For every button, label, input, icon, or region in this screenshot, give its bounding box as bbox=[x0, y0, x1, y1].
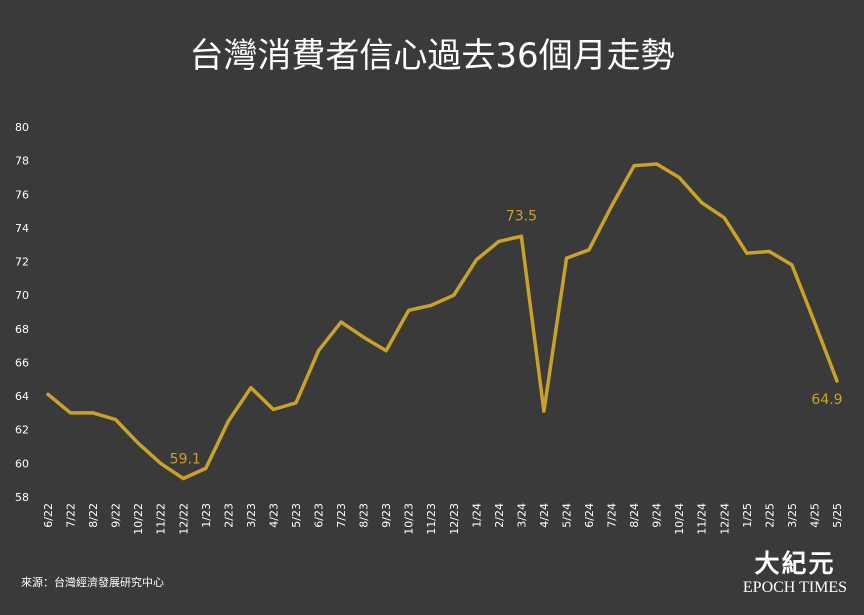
y-axis: 58 60 62 64 66 68 70 72 74 76 78 80 bbox=[15, 121, 29, 504]
x-tick-label: 2/23 bbox=[222, 503, 235, 528]
source-note: 來源：台灣經濟發展研究中心 bbox=[21, 576, 164, 589]
data-point bbox=[91, 411, 95, 415]
x-tick-label: 12/22 bbox=[177, 503, 190, 535]
data-point bbox=[429, 303, 433, 307]
x-tick-label: 3/24 bbox=[515, 503, 528, 528]
x-tick-label: 2/25 bbox=[763, 503, 776, 528]
data-point bbox=[632, 164, 636, 168]
x-tick-label: 11/24 bbox=[696, 503, 709, 535]
data-point bbox=[610, 204, 614, 208]
data-point bbox=[835, 379, 839, 383]
logo-english-text: EPOCH TIMES bbox=[742, 579, 848, 596]
data-point bbox=[677, 175, 681, 179]
data-point bbox=[114, 418, 118, 422]
y-tick-label: 70 bbox=[15, 289, 29, 302]
data-point bbox=[587, 248, 591, 252]
x-tick-label: 10/22 bbox=[132, 503, 145, 535]
data-label: 64.9 bbox=[811, 392, 842, 408]
x-tick-label: 6/22 bbox=[42, 503, 55, 528]
data-point bbox=[384, 349, 388, 353]
x-tick-label: 8/22 bbox=[87, 503, 100, 528]
data-point bbox=[767, 249, 771, 253]
y-tick-label: 76 bbox=[15, 188, 29, 201]
x-tick-label: 4/24 bbox=[538, 503, 551, 528]
data-point bbox=[69, 411, 73, 415]
data-point bbox=[249, 386, 253, 390]
data-point bbox=[339, 320, 343, 324]
x-tick-label: 11/22 bbox=[155, 503, 168, 535]
x-tick-label: 7/23 bbox=[335, 503, 348, 528]
x-tick-label: 4/25 bbox=[808, 503, 821, 528]
y-tick-label: 58 bbox=[15, 491, 29, 504]
x-tick-label: 2/24 bbox=[493, 503, 506, 528]
x-tick-label: 1/24 bbox=[470, 503, 483, 528]
data-point bbox=[519, 234, 523, 238]
y-tick-label: 78 bbox=[15, 155, 29, 168]
data-point bbox=[159, 461, 163, 465]
data-point bbox=[181, 477, 185, 480]
data-point bbox=[317, 349, 321, 353]
x-tick-label: 6/23 bbox=[313, 503, 326, 528]
x-tick-label: 5/23 bbox=[290, 503, 303, 528]
y-tick-label: 74 bbox=[15, 222, 29, 235]
data-labels: 59.1 73.5 64.9 bbox=[170, 208, 843, 467]
data-point bbox=[700, 201, 704, 205]
data-point bbox=[564, 256, 568, 260]
x-tick-label: 9/22 bbox=[110, 503, 123, 528]
data-point bbox=[542, 409, 546, 413]
y-tick-label: 62 bbox=[15, 424, 29, 437]
x-tick-label: 5/25 bbox=[831, 503, 844, 528]
x-tick-label: 12/23 bbox=[448, 503, 461, 535]
data-label: 73.5 bbox=[506, 208, 537, 224]
series-layer bbox=[46, 162, 839, 481]
data-point bbox=[452, 293, 456, 297]
y-tick-label: 80 bbox=[15, 121, 29, 134]
x-tick-label: 3/25 bbox=[786, 503, 799, 528]
x-tick-label: 10/23 bbox=[403, 503, 416, 535]
chart-title: 台灣消費者信心過去36個月走勢 bbox=[189, 36, 675, 76]
x-tick-label: 12/24 bbox=[718, 503, 731, 535]
y-tick-label: 60 bbox=[15, 457, 29, 470]
x-tick-label: 4/23 bbox=[267, 503, 280, 528]
data-point bbox=[226, 419, 230, 423]
data-point bbox=[745, 251, 749, 255]
data-point bbox=[722, 216, 726, 220]
data-point bbox=[294, 401, 298, 405]
x-tick-label: 6/24 bbox=[583, 503, 596, 528]
x-tick-label: 8/23 bbox=[358, 503, 371, 528]
data-point bbox=[136, 441, 140, 445]
x-tick-label: 1/25 bbox=[741, 503, 754, 528]
data-point bbox=[655, 162, 659, 166]
x-axis: 6/22 7/22 8/22 9/22 10/22 11/22 12/22 1/23 2/23 3… bbox=[42, 503, 844, 535]
x-tick-label: 5/24 bbox=[560, 503, 573, 528]
data-point bbox=[790, 263, 794, 267]
x-tick-label: 7/22 bbox=[65, 503, 78, 528]
x-tick-label: 9/24 bbox=[651, 503, 664, 528]
series-line bbox=[46, 162, 839, 481]
data-point bbox=[407, 308, 411, 312]
data-point bbox=[204, 466, 208, 470]
x-tick-label: 9/23 bbox=[380, 503, 393, 528]
x-tick-label: 1/23 bbox=[200, 503, 213, 528]
y-tick-label: 66 bbox=[15, 356, 29, 369]
x-tick-label: 10/24 bbox=[673, 503, 686, 535]
epoch-times-logo: 大紀元 EPOCH TIMES bbox=[742, 550, 848, 606]
y-tick-label: 64 bbox=[15, 390, 29, 403]
data-point bbox=[362, 335, 366, 339]
x-tick-label: 3/23 bbox=[245, 503, 258, 528]
data-point bbox=[271, 408, 275, 412]
y-tick-label: 68 bbox=[15, 323, 29, 336]
data-point bbox=[46, 392, 50, 396]
data-point bbox=[474, 258, 478, 262]
data-point bbox=[812, 320, 816, 324]
y-tick-label: 72 bbox=[15, 256, 29, 269]
logo-chinese-text: 大紀元 bbox=[754, 549, 836, 578]
x-tick-label: 7/24 bbox=[606, 503, 619, 528]
x-tick-label: 8/24 bbox=[628, 503, 641, 528]
data-label: 59.1 bbox=[170, 452, 201, 468]
data-point bbox=[497, 239, 501, 243]
x-tick-label: 11/23 bbox=[425, 503, 438, 535]
